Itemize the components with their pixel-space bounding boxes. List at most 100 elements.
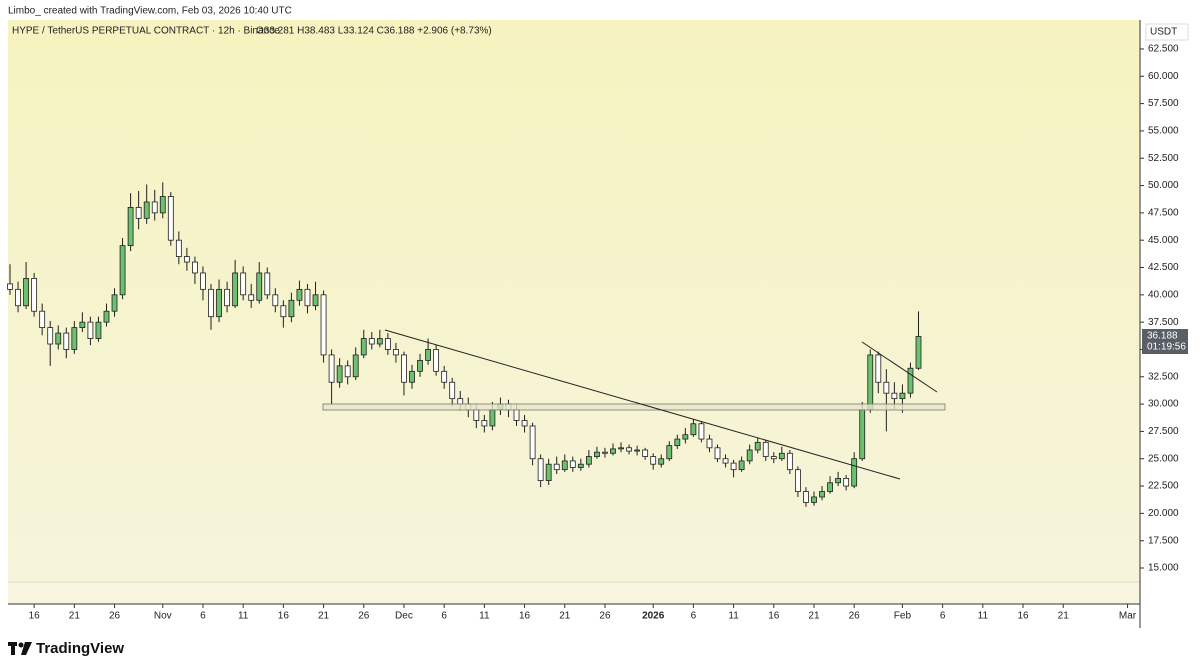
candle-body — [216, 288, 222, 318]
candle-body — [71, 327, 78, 350]
y-tick-label: 40.000 — [1148, 289, 1179, 300]
candle-body — [561, 460, 568, 471]
y-tick-label: 37.500 — [1148, 317, 1179, 328]
x-tick-label: 6 — [940, 611, 946, 622]
candle-body — [288, 299, 295, 318]
candle-body — [545, 463, 552, 481]
candle-body — [473, 409, 480, 421]
candle-body — [529, 425, 536, 460]
candle-body — [296, 288, 303, 301]
candle-body — [304, 288, 311, 307]
candle-body — [401, 354, 407, 383]
candle-body — [175, 239, 182, 257]
candle-body — [200, 272, 206, 290]
candle-body — [650, 456, 657, 465]
y-tick-label: 25.000 — [1148, 453, 1179, 464]
lower-band — [8, 582, 1140, 604]
trend-line — [384, 329, 901, 480]
candle-body — [762, 441, 769, 457]
candle-body — [746, 449, 753, 462]
x-tick-label: 26 — [599, 611, 611, 622]
candle-body — [183, 256, 190, 263]
candle-body — [240, 272, 247, 296]
x-tick-label: 21 — [318, 611, 330, 622]
candle-body — [344, 365, 351, 378]
x-tick-label: 21 — [559, 611, 571, 622]
candle-body — [481, 420, 488, 427]
candle-body — [441, 370, 448, 383]
candle-body — [47, 327, 54, 345]
candle-body — [626, 447, 632, 452]
y-tick-label: 57.500 — [1148, 98, 1179, 109]
x-tick-label: 16 — [278, 611, 290, 622]
y-tick-label: 60.000 — [1148, 71, 1179, 82]
y-tick-label: 22.500 — [1148, 481, 1179, 492]
candle-body — [666, 445, 673, 460]
x-tick-label: 16 — [29, 611, 41, 622]
trend-line — [861, 341, 938, 393]
x-tick-label: 26 — [849, 611, 861, 622]
candle-body — [119, 245, 126, 296]
candle-body — [31, 278, 38, 312]
candle-body — [602, 451, 608, 454]
candle-body — [722, 458, 729, 464]
candle-body — [811, 496, 817, 503]
candle-body — [376, 338, 383, 345]
candle-body — [449, 381, 456, 400]
candle-body — [786, 452, 793, 471]
candle-body — [103, 310, 110, 323]
candle-body — [553, 463, 560, 471]
candle-body — [835, 478, 842, 484]
candle-body — [39, 310, 46, 329]
credit: Limbo_ created with TradingView.com, Feb… — [8, 6, 292, 17]
candle-body — [256, 272, 263, 301]
candle-body — [264, 272, 271, 296]
candle-body — [754, 441, 761, 451]
candle-body — [328, 354, 335, 383]
y-tick-label: 50.000 — [1148, 180, 1179, 191]
candle-body — [23, 278, 29, 307]
x-tick-label: 11 — [978, 611, 989, 622]
candle-body — [87, 321, 94, 339]
candle-body — [690, 423, 697, 436]
x-tick-label: 16 — [519, 611, 531, 622]
candle-body — [192, 261, 198, 274]
support-zone — [322, 403, 946, 411]
candle-body — [859, 409, 866, 460]
candle-body — [867, 354, 874, 410]
x-tick-label: 26 — [109, 611, 121, 622]
candle-body — [770, 456, 777, 460]
candle-body — [778, 452, 785, 460]
candle-body — [730, 462, 737, 471]
x-tick-label: 6 — [691, 611, 697, 622]
candle-body — [875, 354, 882, 383]
candle-body — [135, 207, 142, 219]
candle-body — [151, 201, 158, 214]
candle-body — [208, 288, 214, 318]
last-price: 36.188 — [1147, 331, 1178, 342]
candle-body — [232, 272, 239, 307]
y-tick-label: 45.000 — [1148, 235, 1179, 246]
candle-body — [272, 294, 279, 307]
y-tick-label: 27.500 — [1148, 426, 1179, 437]
y-tick-label: 42.500 — [1148, 262, 1179, 273]
logo — [8, 642, 32, 655]
price-label-box — [1142, 329, 1188, 354]
candle-body — [409, 370, 415, 383]
candle-body — [795, 469, 801, 492]
x-tick-label: 11 — [479, 611, 490, 622]
candle-body — [537, 458, 544, 481]
x-tick-label: 21 — [1058, 611, 1070, 622]
candle-body — [95, 321, 102, 339]
x-tick-label: 16 — [1017, 611, 1029, 622]
candle-body — [248, 294, 255, 301]
candle-body — [336, 365, 343, 383]
currency: USDT — [1150, 27, 1177, 38]
x-tick-label: 6 — [441, 611, 447, 622]
y-tick-label: 47.500 — [1148, 208, 1179, 219]
candle-body — [111, 294, 118, 312]
countdown: 01:19:56 — [1147, 342, 1186, 353]
candle-body — [433, 349, 440, 372]
x-tick-label: 11 — [238, 611, 249, 622]
